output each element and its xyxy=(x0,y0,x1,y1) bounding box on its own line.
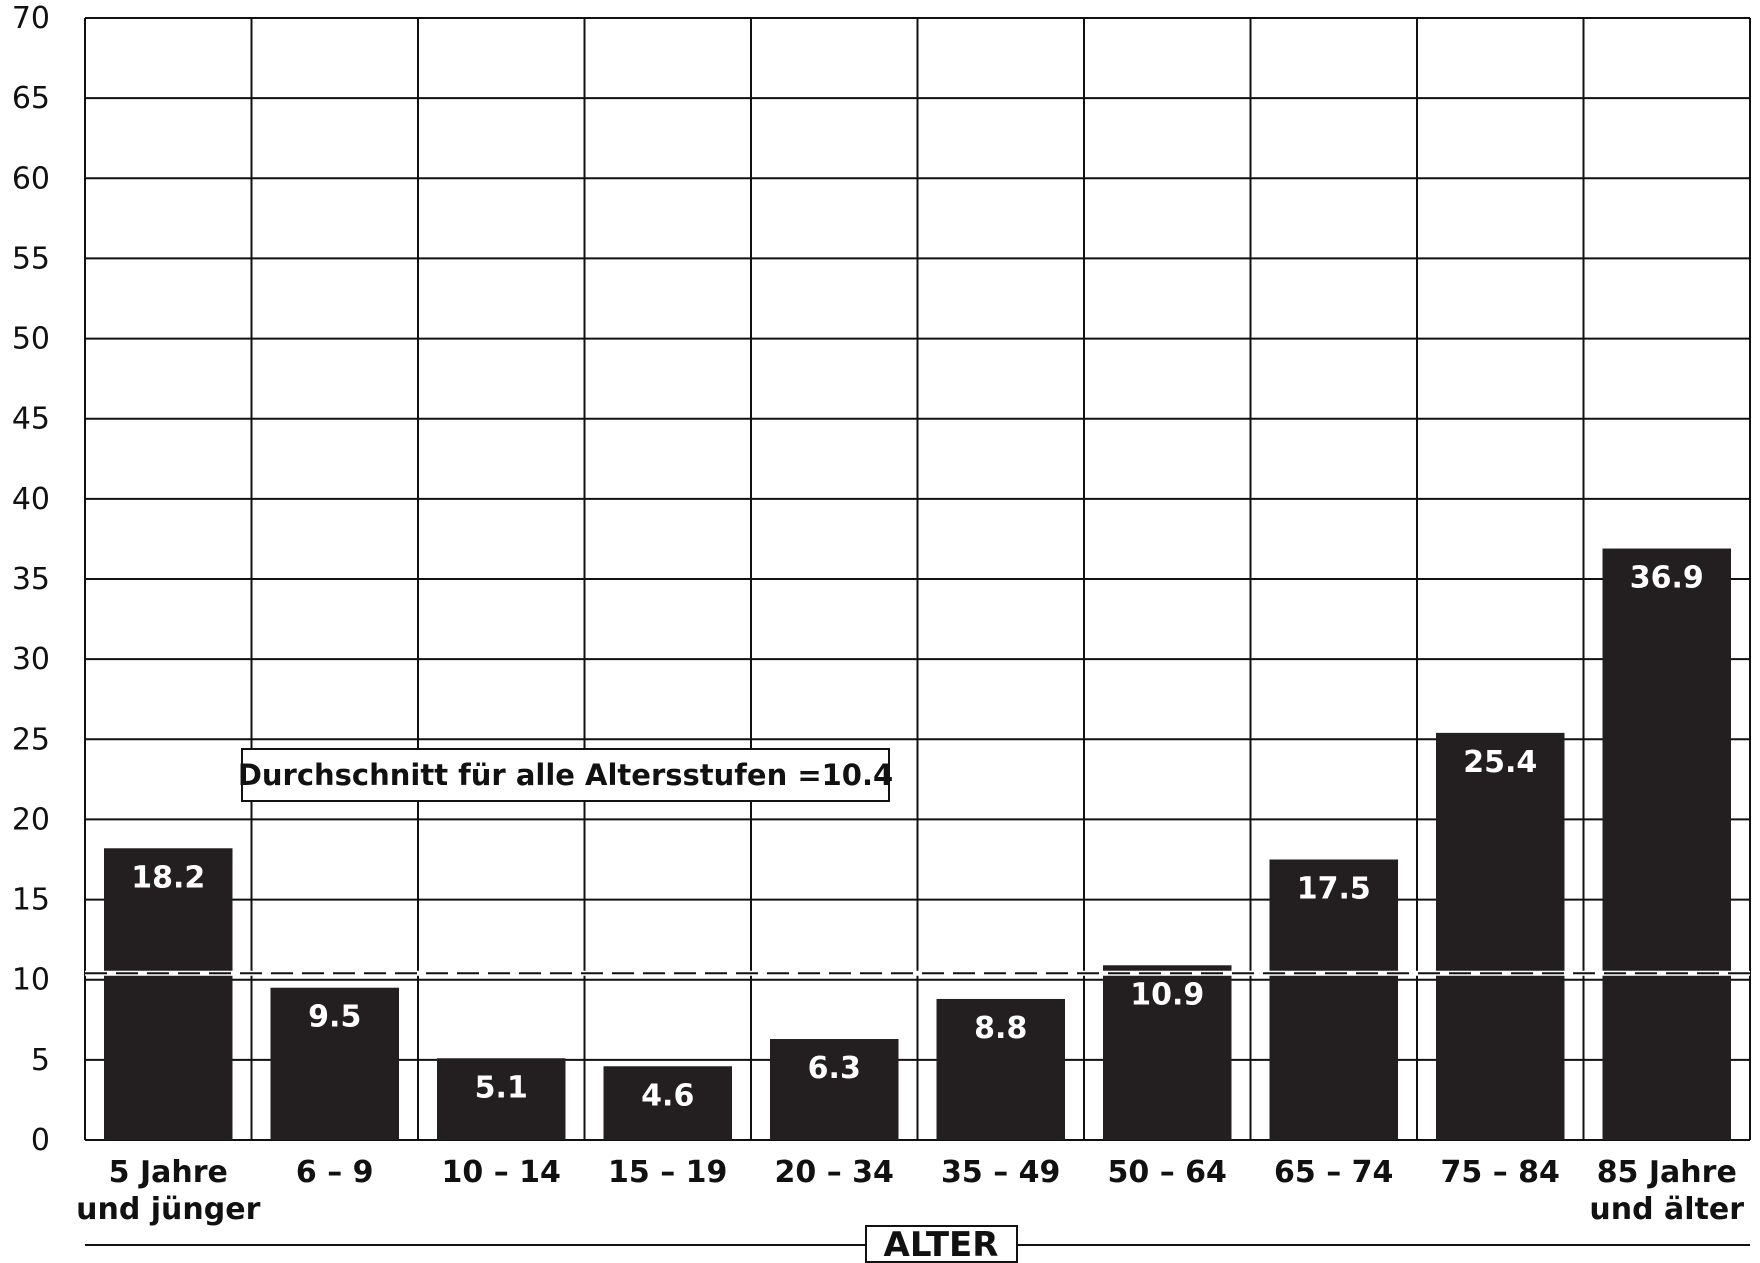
y-tick-label: 0 xyxy=(31,1123,50,1158)
bar xyxy=(1269,859,1398,1140)
x-tick-label: und jünger xyxy=(76,1192,260,1227)
y-tick-label: 15 xyxy=(12,883,50,918)
bar-value-label: 25.4 xyxy=(1463,745,1537,780)
y-tick-label: 30 xyxy=(12,642,50,677)
bar-value-label: 8.8 xyxy=(974,1011,1027,1046)
average-line-group: Durchschnitt für alle Altersstufen =10.4 xyxy=(85,748,1750,976)
x-tick-label: 65 – 74 xyxy=(1274,1155,1393,1190)
y-axis-ticks: 0 5 10 15 20 25 30 35 40 45 50 55 60 65 70 xyxy=(12,1,50,1158)
grid xyxy=(84,17,1751,1141)
bar xyxy=(770,1039,899,1140)
bar-value-label: 4.6 xyxy=(641,1078,694,1113)
average-label-box xyxy=(241,748,890,802)
bar xyxy=(1602,548,1731,1140)
x-tick-label: 75 – 84 xyxy=(1441,1155,1560,1190)
y-tick-label: 20 xyxy=(12,802,50,837)
bar xyxy=(603,1066,732,1140)
x-tick-label: 20 – 34 xyxy=(775,1155,894,1190)
bar-value-label: 5.1 xyxy=(475,1070,528,1105)
bar-value-label: 9.5 xyxy=(308,1000,361,1035)
bar xyxy=(936,998,1065,1140)
bar-value-label: 6.3 xyxy=(808,1051,861,1086)
y-tick-label: 65 xyxy=(12,81,50,116)
bar-value-label: 18.2 xyxy=(131,860,205,895)
bar xyxy=(104,848,233,1140)
y-tick-label: 50 xyxy=(12,322,50,357)
bars: 18.2 9.5 5.1 4.6 6.3 8.8 10.9 17.5 25.4 36.9 xyxy=(104,548,1731,1140)
x-axis-label: ALTER xyxy=(884,1225,999,1263)
x-tick-label: 50 – 64 xyxy=(1108,1155,1227,1190)
bar-value-label: 17.5 xyxy=(1297,872,1371,907)
bar xyxy=(437,1058,566,1140)
bar xyxy=(1436,732,1565,1140)
x-tick-label: und älter xyxy=(1589,1192,1744,1227)
y-tick-label: 55 xyxy=(12,241,50,276)
x-tick-label: 5 Jahre xyxy=(109,1155,228,1190)
bar xyxy=(1103,965,1232,1140)
y-tick-label: 70 xyxy=(12,1,50,36)
x-axis-label-group: ALTER xyxy=(85,1225,1750,1263)
bar-value-label: 10.9 xyxy=(1130,977,1204,1012)
y-tick-label: 60 xyxy=(12,161,50,196)
x-tick-label: 85 Jahre xyxy=(1597,1155,1737,1190)
bar-value-label: 36.9 xyxy=(1630,561,1704,596)
x-tick-label: 35 – 49 xyxy=(941,1155,1060,1190)
x-tick-label: 10 – 14 xyxy=(442,1155,561,1190)
x-tick-label: 15 – 19 xyxy=(608,1155,727,1190)
y-tick-label: 5 xyxy=(31,1043,50,1078)
y-tick-label: 40 xyxy=(12,482,50,517)
bar xyxy=(270,987,399,1140)
x-axis-label-box xyxy=(865,1225,1018,1263)
average-label: Durchschnitt für alle Altersstufen =10.4 xyxy=(238,758,893,792)
y-tick-label: 10 xyxy=(12,963,50,998)
y-tick-label: 25 xyxy=(12,722,50,757)
x-tick-label: 6 – 9 xyxy=(296,1155,374,1190)
y-tick-label: 45 xyxy=(12,402,50,437)
y-tick-label: 35 xyxy=(12,562,50,597)
